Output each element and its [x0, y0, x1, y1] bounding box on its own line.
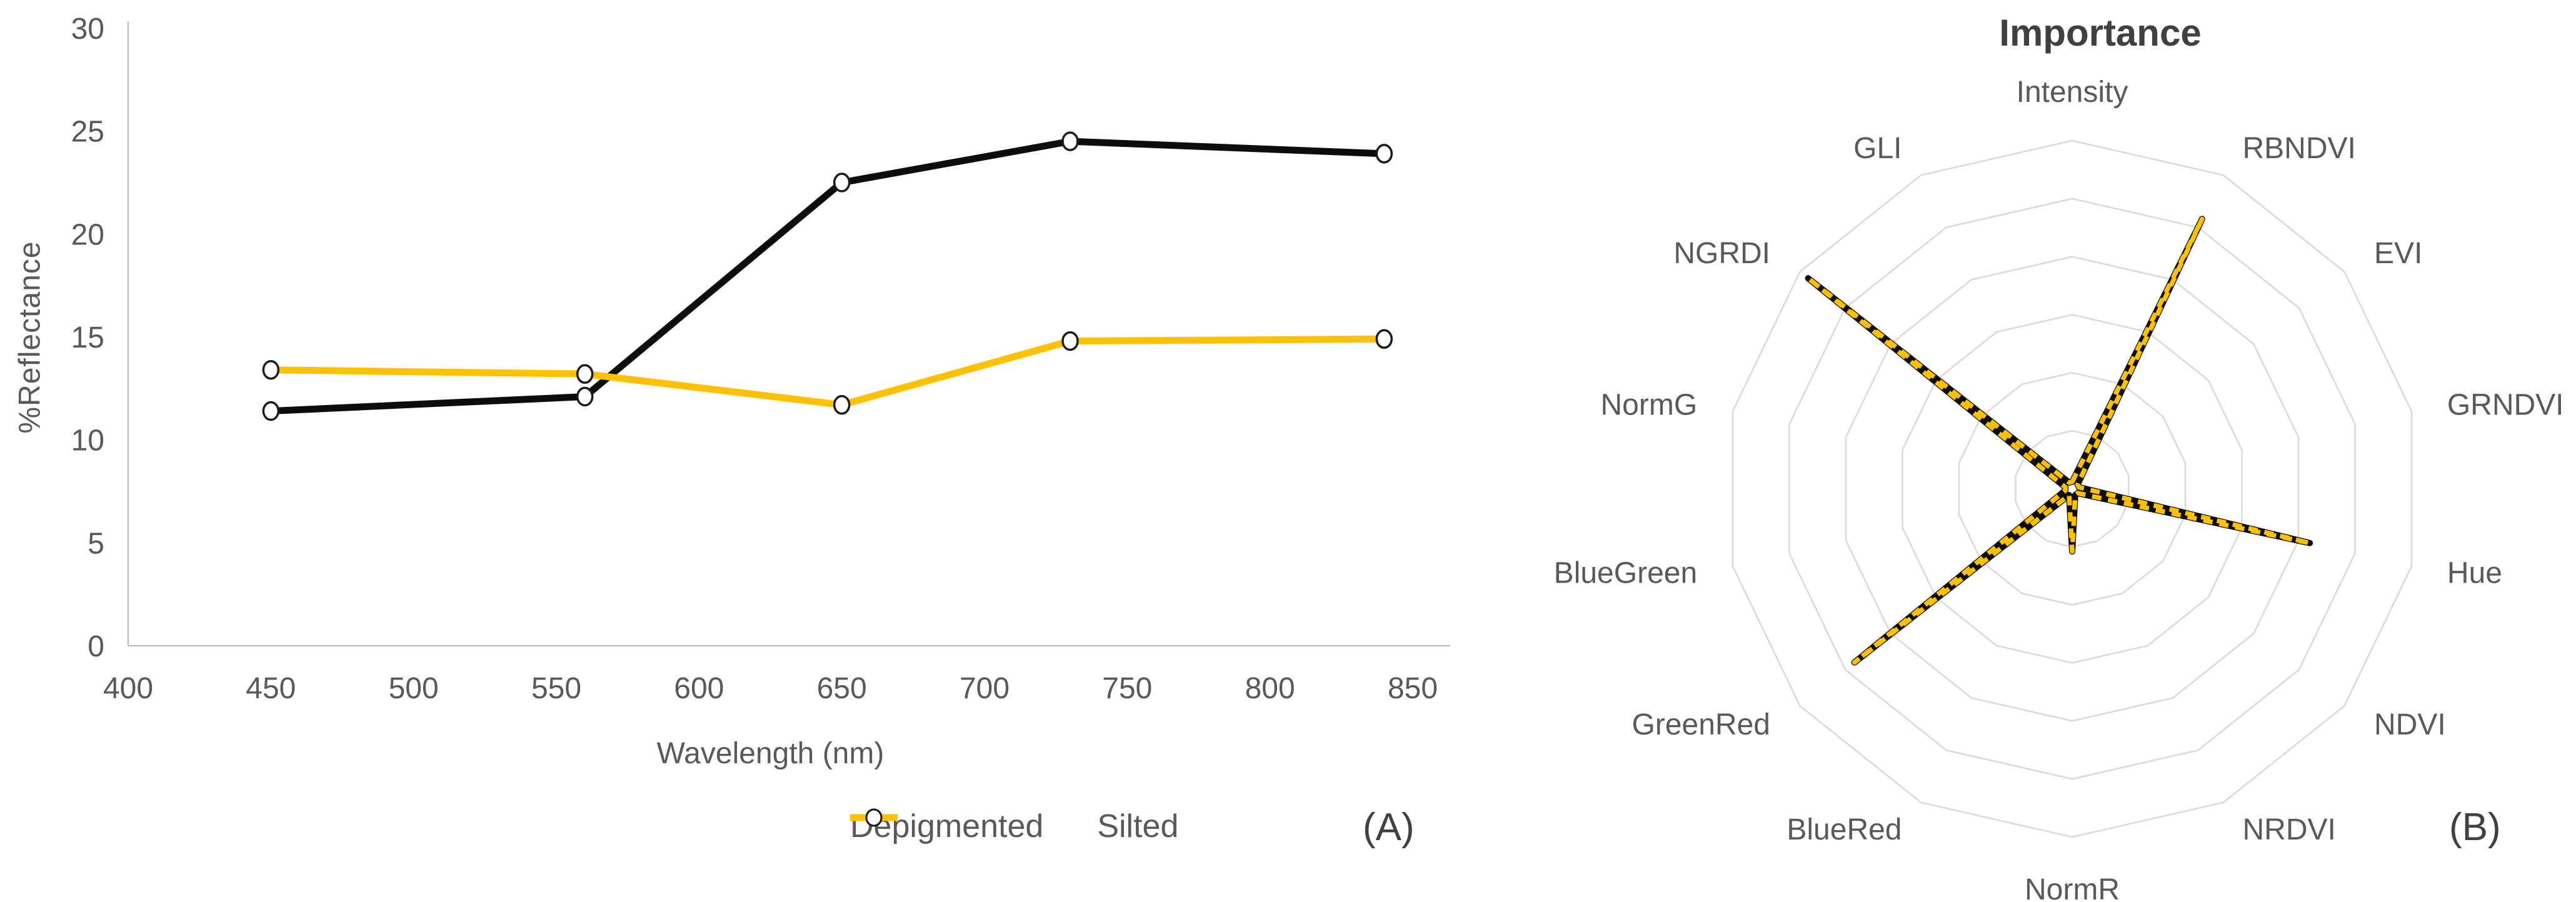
radar-category-label-rbndvi: RBNDVI — [2242, 132, 2355, 165]
radar-ring — [1902, 314, 2243, 664]
x-tick-label: 500 — [389, 672, 439, 705]
x-tick-label: 800 — [1245, 672, 1295, 705]
radar-category-label-bluegreen: BlueGreen — [1554, 557, 1697, 590]
radar-chart-title: Importance — [1999, 12, 2202, 54]
x-tick-label: 600 — [674, 672, 724, 705]
series-marker-silted — [1375, 329, 1393, 349]
radar-category-label-bluered: BlueRed — [1787, 813, 1902, 846]
series-marker-depigmented — [1375, 144, 1393, 164]
radar-ring — [1788, 198, 2356, 780]
radar-category-label-normg: NormG — [1600, 388, 1697, 421]
x-tick-label: 450 — [246, 672, 296, 705]
x-tick-label: 700 — [960, 672, 1010, 705]
x-tick-label: 850 — [1388, 672, 1438, 705]
radar-category-label-hue: Hue — [2447, 557, 2502, 590]
series-marker-depigmented — [1061, 131, 1079, 151]
radar-category-label-grndvi: GRNDVI — [2447, 388, 2564, 421]
panel-b-label: (B) — [2449, 806, 2501, 849]
radar-ring — [1845, 256, 2300, 722]
silted-line-marker-icon — [850, 808, 898, 827]
panel-a-label: (A) — [1363, 806, 1415, 849]
series-marker-silted — [576, 364, 594, 384]
series-marker-depigmented — [262, 401, 280, 421]
legend-label-silted: Silted — [1097, 808, 1179, 844]
series-line-silted — [267, 335, 1388, 409]
radar-category-label-normr: NormR — [2025, 873, 2120, 902]
radar-category-label-ndvi: NDVI — [2374, 708, 2446, 741]
x-axis-title: Wavelength (nm) — [656, 737, 885, 770]
radar-ring — [1732, 139, 2413, 838]
y-tick-label: 20 — [71, 218, 104, 251]
x-tick-label: 400 — [103, 672, 153, 705]
radar-category-label-greenred: GreenRed — [1632, 708, 1770, 741]
importance-radar-chart: Intensity RBNDVI EVI GRNDVI Hue NDVI NRDVI Norm… — [1554, 76, 2564, 902]
x-tick-label: 750 — [1102, 672, 1152, 705]
y-tick-label: 5 — [88, 527, 104, 560]
legend-item-silted: Silted — [850, 808, 1179, 845]
series-marker-depigmented — [833, 173, 851, 193]
y-tick-label: 15 — [71, 321, 104, 354]
series-marker-silted — [1061, 331, 1079, 351]
y-axis-title: %Reflectance — [13, 241, 47, 434]
radar-series-silted — [1805, 216, 2312, 665]
y-tick-label: 0 — [88, 630, 104, 663]
radar-category-label-ngrdi: NGRDI — [1673, 237, 1770, 270]
series-marker-silted — [833, 394, 851, 415]
radar-category-label-evi: EVI — [2374, 237, 2422, 270]
reflectance-line-chart: 0 5 10 15 20 25 30 400 450 500 550 600 650 700 750 800 8… — [71, 13, 1450, 705]
series-marker-silted — [262, 359, 280, 380]
radar-category-label-intensity: Intensity — [2017, 76, 2128, 109]
x-tick-label: 550 — [531, 672, 581, 705]
y-tick-label: 30 — [71, 13, 104, 46]
legend: Depigmented Silted — [850, 808, 1178, 845]
radar-ring — [1958, 372, 2187, 606]
y-tick-label: 25 — [71, 116, 104, 149]
y-tick-label: 10 — [71, 424, 104, 458]
panel-a-line-chart: 0 5 10 15 20 25 30 400 450 500 550 600 650 700 750 800 8… — [13, 13, 1450, 849]
x-tick-label: 650 — [817, 672, 867, 705]
radar-category-label-nrdvi: NRDVI — [2242, 813, 2335, 846]
panel-b-radar-chart: Importance Intensity RBNDVI EVI GRNDVI Hue ND… — [1500, 0, 2576, 902]
radar-series-depigmented — [1805, 216, 2313, 666]
radar-category-label-gli: GLI — [1853, 132, 1902, 165]
series-marker-depigmented — [576, 386, 594, 407]
